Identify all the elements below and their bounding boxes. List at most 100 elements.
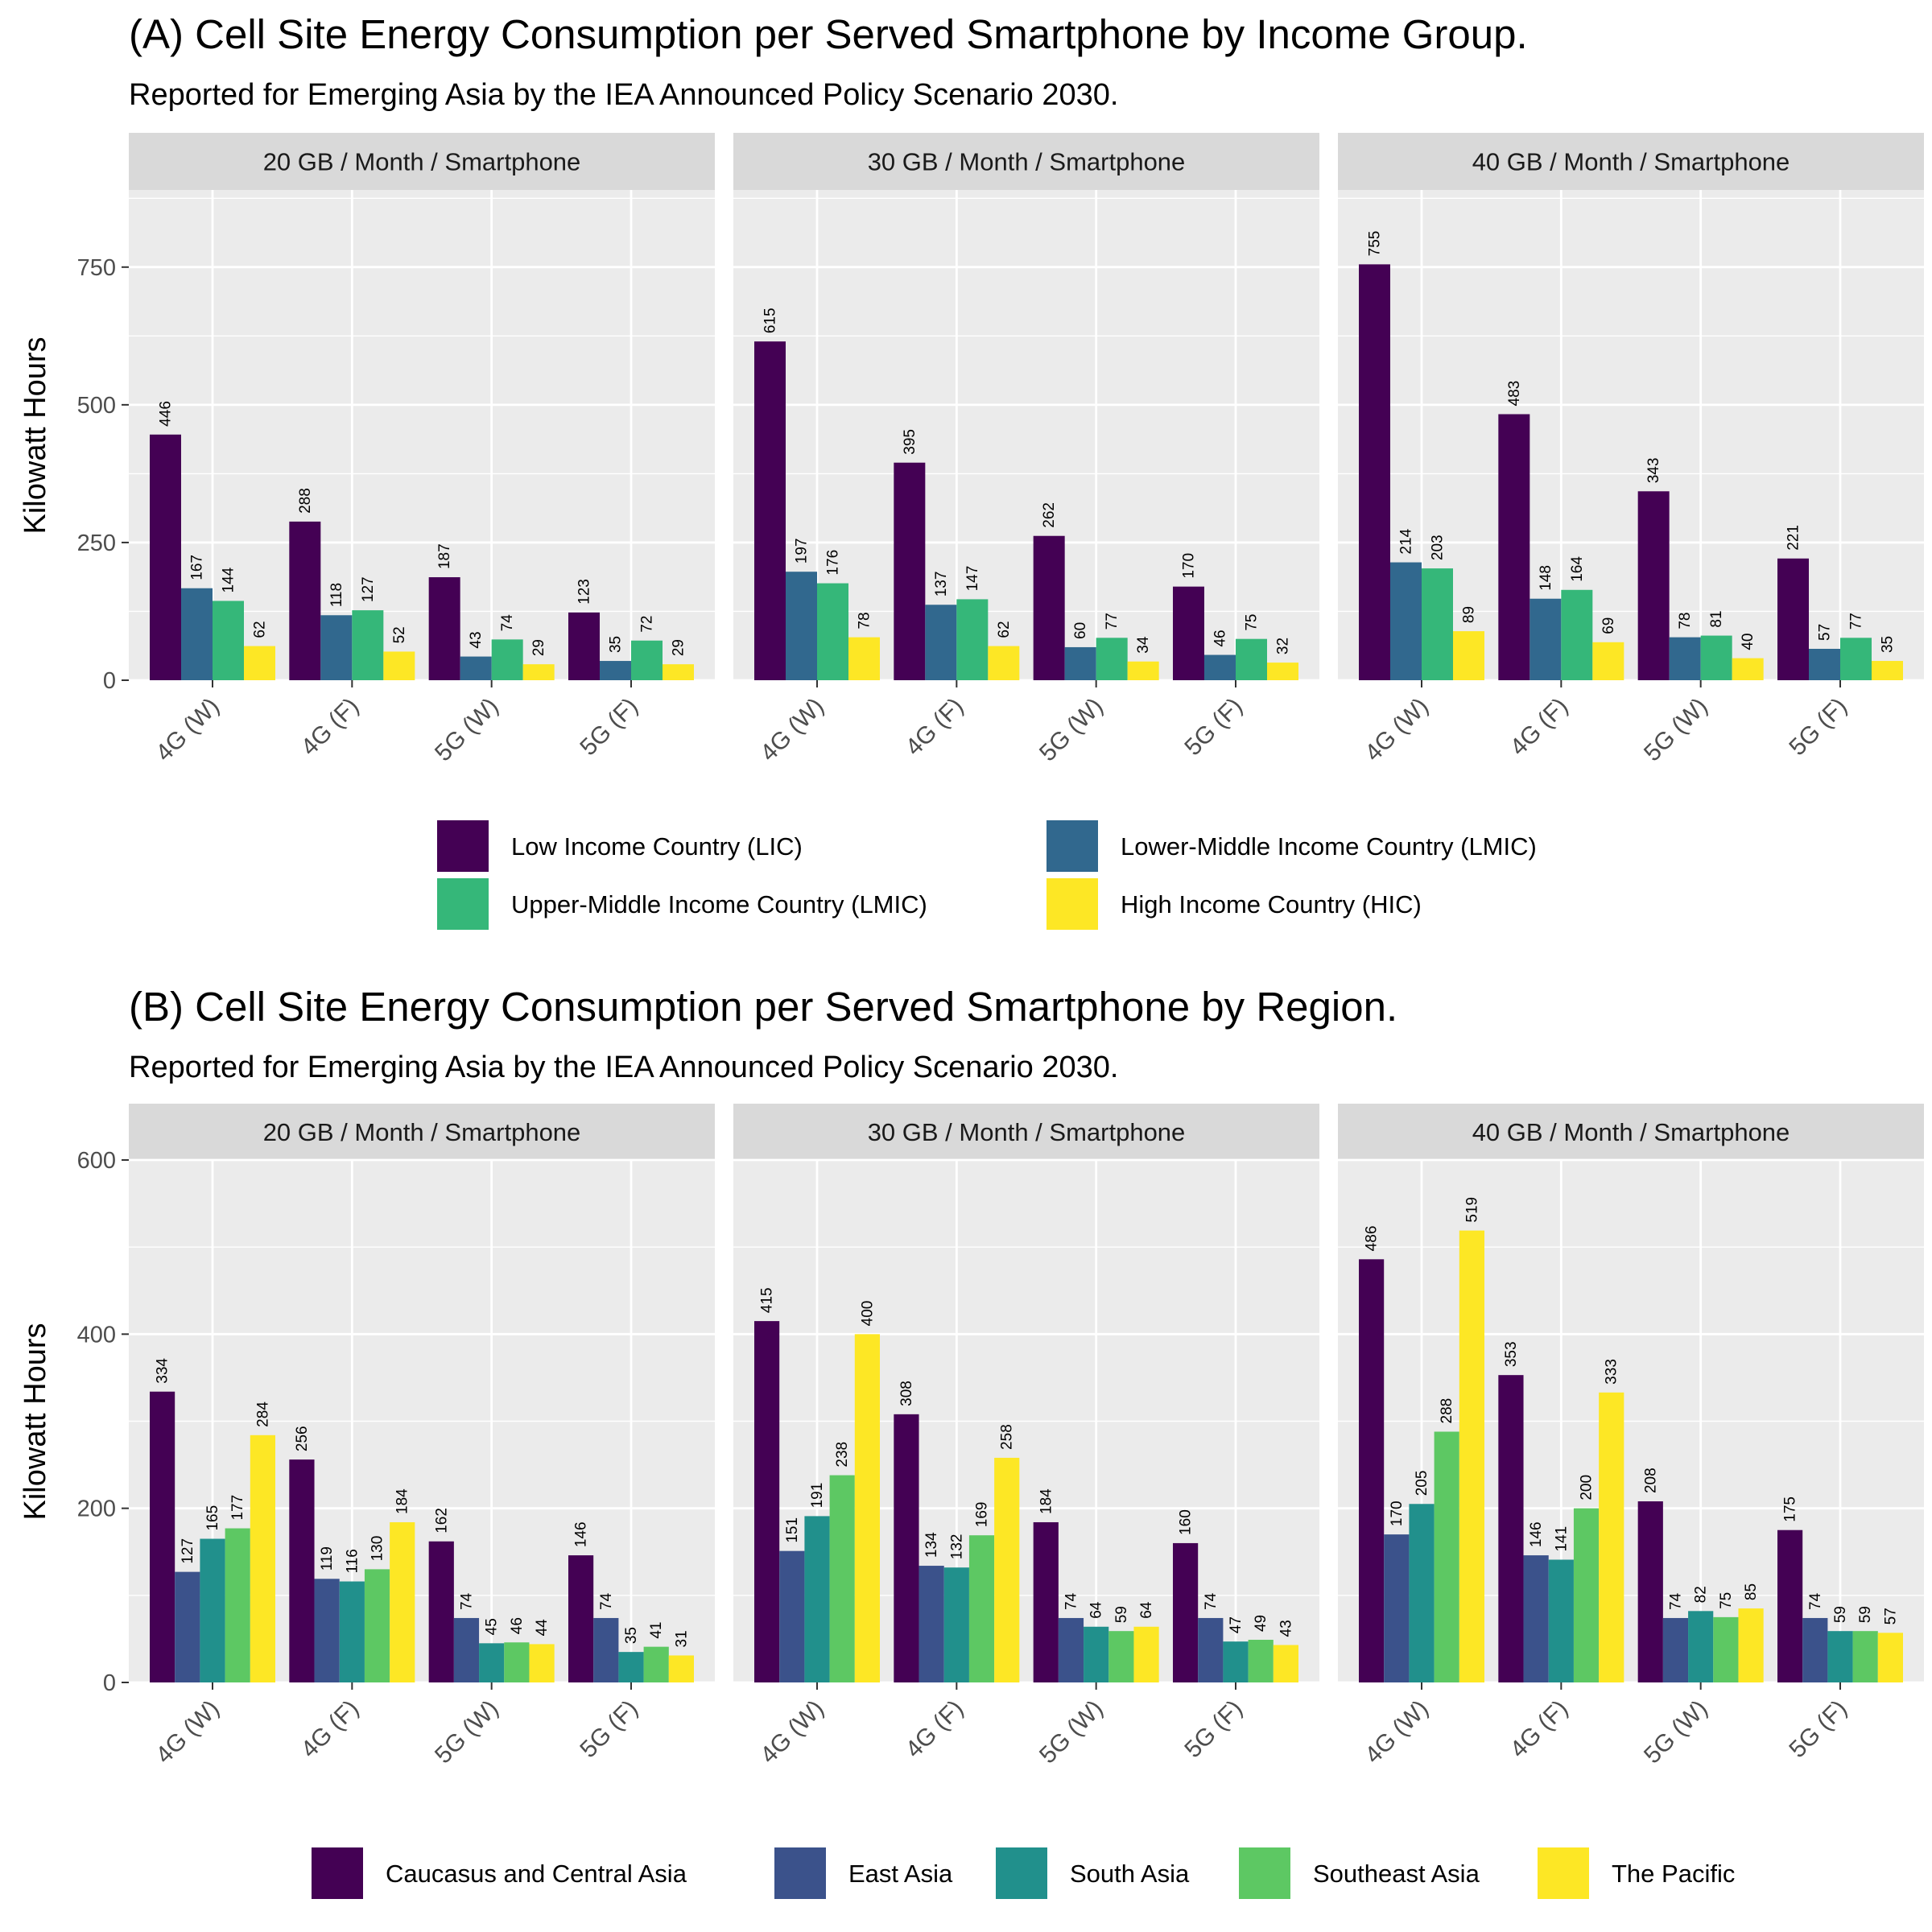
data-label: 164 (1569, 556, 1586, 582)
facet-strip-label: 30 GB / Month / Smartphone (868, 1118, 1186, 1146)
bar (956, 599, 989, 680)
chart-b-panel-2: 30 GB / Month / Smartphone 415 151 191 238 40… (733, 1104, 1319, 1769)
bar (754, 1321, 780, 1682)
x-tick-label: 5G (F) (1784, 1695, 1852, 1764)
bar (1637, 491, 1670, 680)
bar (1173, 586, 1204, 680)
bar (1248, 1639, 1274, 1682)
bar (1422, 568, 1453, 680)
x-tick-label: 5G (W) (1034, 693, 1108, 767)
bar (1434, 1431, 1459, 1682)
bar (453, 1617, 480, 1682)
data-label: 170 (1181, 553, 1198, 579)
data-label: 57 (1882, 1608, 1899, 1624)
y-tick-label: 250 (77, 530, 116, 556)
data-label: 130 (369, 1536, 386, 1562)
bar (848, 637, 880, 680)
bar (1409, 1504, 1435, 1682)
data-label: 60 (1072, 622, 1089, 639)
bar (1840, 638, 1872, 680)
legend-swatch (1239, 1847, 1290, 1899)
chart-a: (A) Cell Site Energy Consumption per Ser… (19, 11, 1924, 930)
data-label: 519 (1463, 1197, 1480, 1223)
data-label: 175 (1782, 1496, 1799, 1522)
data-label: 59 (1857, 1606, 1874, 1623)
bar (643, 1646, 669, 1682)
data-label: 29 (671, 639, 687, 656)
data-label: 64 (1138, 1601, 1155, 1619)
bar (250, 1435, 275, 1682)
bar (1390, 562, 1422, 680)
bar (600, 661, 631, 680)
bar (175, 1571, 200, 1682)
bar (1127, 661, 1159, 680)
bar (1592, 642, 1624, 680)
data-label: 119 (319, 1546, 336, 1571)
data-label: 147 (964, 566, 981, 592)
legend-item: Lower-Middle Income Country (LMIC) (1046, 820, 1537, 872)
bar (200, 1538, 225, 1682)
chart-a-legend: Low Income Country (LIC) Lower-Middle Inc… (437, 820, 1537, 930)
data-label: 85 (1743, 1583, 1760, 1600)
data-label: 132 (948, 1534, 965, 1560)
legend-item: Southeast Asia (1239, 1847, 1480, 1899)
chart-a-panel-3: 40 GB / Month / Smartphone 755 214 203 89 483… (1338, 133, 1924, 766)
bar (150, 1391, 175, 1682)
data-label: 165 (204, 1505, 221, 1531)
data-label: 203 (1430, 535, 1447, 560)
data-label: 176 (825, 550, 842, 576)
data-label: 146 (1528, 1521, 1545, 1547)
chart-a-subtitle: Reported for Emerging Asia by the IEA An… (129, 78, 1118, 112)
data-label: 208 (1642, 1468, 1659, 1493)
data-label: 400 (859, 1301, 876, 1327)
data-label: 77 (1848, 613, 1865, 630)
data-label: 288 (1439, 1398, 1455, 1424)
chart-b-y-axis-label: Kilowatt Hours (19, 1323, 52, 1521)
data-label: 35 (1880, 636, 1897, 653)
facet-strip (1338, 1104, 1924, 1160)
chart-a-title: (A) Cell Site Energy Consumption per Ser… (129, 11, 1528, 57)
legend-item: The Pacific (1538, 1847, 1735, 1899)
data-label: 118 (328, 583, 345, 607)
bar (1273, 1645, 1298, 1682)
bar (364, 1569, 390, 1682)
y-tick-label: 200 (77, 1496, 116, 1522)
bar (529, 1644, 555, 1682)
data-label: 46 (509, 1617, 526, 1634)
bar (1827, 1631, 1853, 1682)
facet-strip (1338, 133, 1924, 190)
bar (1777, 1530, 1803, 1682)
bar (568, 1555, 594, 1682)
bar (1204, 654, 1236, 680)
data-label: 77 (1104, 613, 1121, 630)
legend-item: East Asia (774, 1847, 953, 1899)
data-label: 43 (468, 631, 485, 648)
data-label: 74 (1203, 1592, 1220, 1610)
x-tick-label: 4G (F) (901, 1695, 969, 1764)
bar (289, 521, 321, 680)
data-label: 395 (902, 429, 919, 455)
bar (1033, 535, 1065, 680)
data-label: 75 (1244, 614, 1261, 631)
chart-a-panel-2: 30 GB / Month / Smartphone 615 197 176 78 395… (733, 133, 1319, 766)
x-tick-label: 5G (F) (1179, 693, 1248, 762)
x-tick-label: 4G (W) (755, 1695, 829, 1769)
x-tick-label: 5G (F) (1179, 1695, 1248, 1764)
bar (1173, 1542, 1199, 1682)
bar (1738, 1608, 1764, 1682)
bar (1108, 1631, 1134, 1682)
data-label: 74 (499, 614, 516, 632)
bar (1662, 1617, 1689, 1682)
bar (1236, 638, 1267, 680)
facet-strip-label: 20 GB / Month / Smartphone (263, 1118, 581, 1146)
bar (1599, 1392, 1624, 1682)
chart-b-panel-3: 40 GB / Month / Smartphone 486 170 205 288 51… (1338, 1104, 1924, 1769)
legend-label: East Asia (848, 1860, 953, 1888)
bar (1637, 1501, 1663, 1682)
legend-item: Low Income Country (LIC) (437, 820, 803, 872)
bar (1084, 1626, 1109, 1682)
data-label: 334 (155, 1358, 171, 1384)
bar (779, 1550, 805, 1682)
data-label: 483 (1506, 381, 1523, 407)
x-tick-label: 4G (W) (1360, 1695, 1434, 1769)
